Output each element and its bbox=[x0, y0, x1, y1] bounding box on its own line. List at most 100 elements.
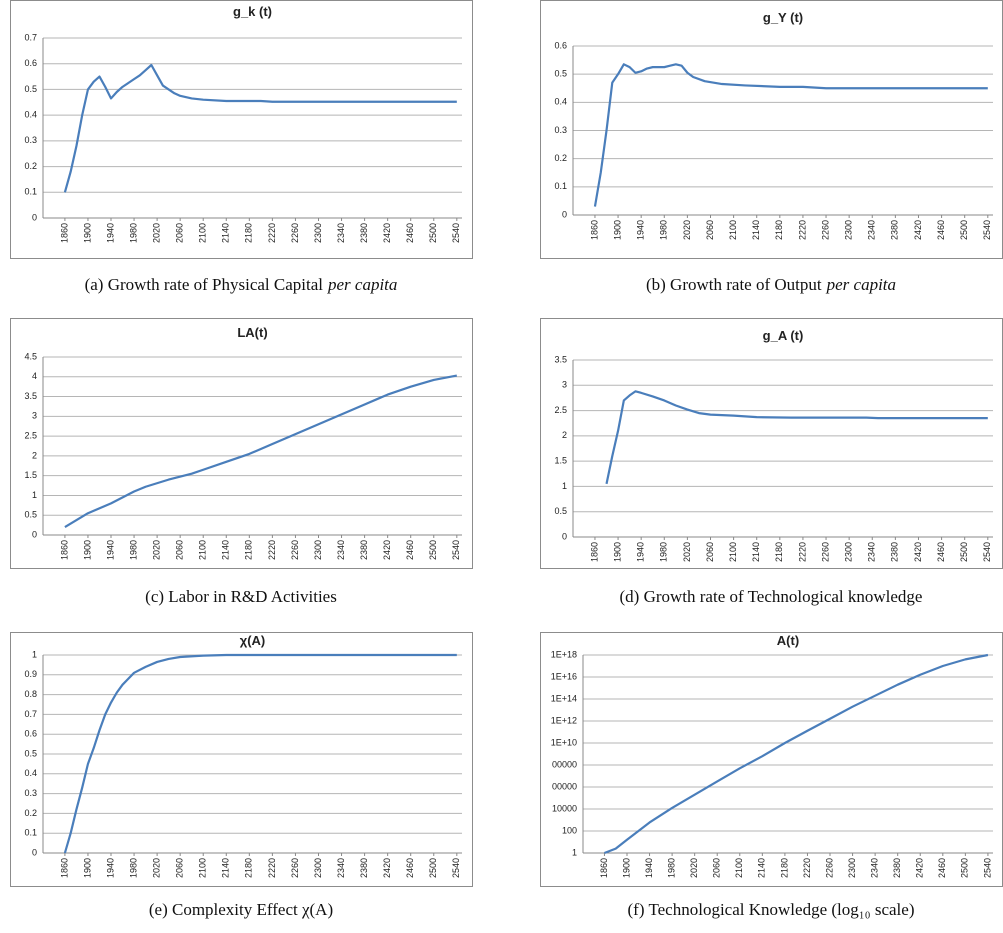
caption-italic: per capita bbox=[826, 275, 896, 294]
x-tick-label: 2260 bbox=[820, 542, 830, 562]
x-tick-label: 2540 bbox=[451, 858, 461, 878]
x-tick-label: 2500 bbox=[428, 540, 438, 560]
y-tick-label: 0.4 bbox=[24, 110, 37, 120]
x-tick-label: 2340 bbox=[867, 220, 877, 240]
y-tick-label: 00000 bbox=[552, 781, 577, 791]
x-tick-label: 2420 bbox=[913, 220, 923, 240]
y-tick-label: 1 bbox=[32, 490, 37, 500]
x-tick-label: 2380 bbox=[892, 858, 902, 878]
x-tick-label: 2180 bbox=[244, 858, 254, 878]
caption: (f) Technological Knowledge (log₁₀ scale… bbox=[628, 900, 915, 919]
x-tick-label: 2340 bbox=[867, 542, 877, 562]
y-tick-label: 0 bbox=[562, 531, 567, 541]
y-tick-label: 2.5 bbox=[24, 430, 37, 440]
x-tick-label: 2140 bbox=[757, 858, 767, 878]
y-tick-label: 4.5 bbox=[24, 351, 37, 361]
x-tick-label: 2220 bbox=[797, 220, 807, 240]
x-tick-label: 2500 bbox=[959, 220, 969, 240]
x-tick-label: 2100 bbox=[198, 223, 208, 243]
x-tick-label: 1940 bbox=[644, 858, 654, 878]
x-tick-label: 2220 bbox=[802, 858, 812, 878]
x-tick-label: 2100 bbox=[728, 220, 738, 240]
x-tick-label: 2420 bbox=[382, 858, 392, 878]
x-tick-label: 2540 bbox=[451, 223, 461, 243]
x-tick-label: 2220 bbox=[797, 542, 807, 562]
y-tick-label: 0.2 bbox=[24, 161, 37, 171]
x-tick-label: 2180 bbox=[774, 220, 784, 240]
x-tick-label: 1980 bbox=[128, 540, 138, 560]
y-tick-label: 1E+18 bbox=[551, 649, 577, 659]
caption-text: (a) Growth rate of Physical Capital bbox=[85, 275, 324, 294]
y-tick-label: 0 bbox=[32, 212, 37, 222]
x-tick-label: 2260 bbox=[290, 858, 300, 878]
x-tick-label: 1900 bbox=[82, 223, 92, 243]
x-tick-label: 2020 bbox=[151, 540, 161, 560]
y-tick-label: 0.7 bbox=[24, 32, 37, 42]
y-tick-label: 1E+12 bbox=[551, 715, 577, 725]
x-tick-label: 2020 bbox=[151, 858, 161, 878]
x-tick-label: 2460 bbox=[936, 220, 946, 240]
x-tick-label: 2300 bbox=[844, 542, 854, 562]
chart-title: χ(A) bbox=[240, 633, 266, 648]
caption: (c) Labor in R&D Activities bbox=[145, 587, 337, 606]
x-tick-label: 2460 bbox=[405, 223, 415, 243]
x-tick-label: 2540 bbox=[982, 858, 992, 878]
panel-frame bbox=[540, 632, 1003, 887]
x-tick-label: 2460 bbox=[405, 858, 415, 878]
caption-text: (f) Technological Knowledge (log₁₀ scale… bbox=[628, 900, 915, 919]
chart-title: LA(t) bbox=[237, 325, 267, 340]
y-tick-label: 0.7 bbox=[24, 709, 37, 719]
y-tick-label: 0 bbox=[32, 847, 37, 857]
series-line bbox=[593, 63, 988, 207]
panel-frame bbox=[10, 318, 473, 569]
y-tick-label: 0.2 bbox=[554, 153, 567, 163]
x-tick-label: 2220 bbox=[267, 540, 277, 560]
x-tick-label: 2020 bbox=[682, 542, 692, 562]
panel-frame bbox=[540, 0, 1003, 259]
x-tick-label: 2300 bbox=[847, 858, 857, 878]
y-tick-label: 100 bbox=[562, 825, 577, 835]
caption: (a) Growth rate of Physical Capital per c… bbox=[85, 275, 398, 294]
x-tick-label: 2300 bbox=[313, 858, 323, 878]
y-tick-label: 0.5 bbox=[554, 506, 567, 516]
x-tick-label: 2260 bbox=[820, 220, 830, 240]
x-tick-label: 1860 bbox=[59, 858, 69, 878]
y-tick-label: 1.5 bbox=[24, 470, 37, 480]
x-tick-label: 2540 bbox=[982, 220, 992, 240]
y-tick-label: 2 bbox=[32, 450, 37, 460]
x-tick-label: 1900 bbox=[82, 858, 92, 878]
x-tick-label: 1860 bbox=[59, 540, 69, 560]
panel-frame bbox=[540, 318, 1003, 569]
x-tick-label: 2100 bbox=[734, 858, 744, 878]
y-tick-label: 0.2 bbox=[24, 808, 37, 818]
series-line bbox=[605, 390, 988, 485]
x-tick-label: 2500 bbox=[959, 542, 969, 562]
x-tick-label: 2140 bbox=[221, 540, 231, 560]
chart-title: g_k (t) bbox=[233, 4, 272, 19]
x-tick-label: 2420 bbox=[382, 223, 392, 243]
y-tick-label: 0.8 bbox=[24, 689, 37, 699]
x-tick-label: 2020 bbox=[689, 858, 699, 878]
y-tick-label: 0.4 bbox=[24, 768, 37, 778]
x-tick-label: 1940 bbox=[636, 220, 646, 240]
x-tick-label: 1980 bbox=[666, 858, 676, 878]
x-tick-label: 1860 bbox=[589, 542, 599, 562]
x-tick-label: 1900 bbox=[612, 220, 622, 240]
x-tick-label: 2540 bbox=[451, 540, 461, 560]
y-tick-label: 1 bbox=[562, 481, 567, 491]
y-tick-label: 1 bbox=[32, 649, 37, 659]
chart-title: g_Y (t) bbox=[763, 10, 803, 25]
x-tick-label: 2460 bbox=[405, 540, 415, 560]
series-line bbox=[64, 374, 458, 529]
x-tick-label: 1940 bbox=[636, 542, 646, 562]
x-tick-label: 2380 bbox=[890, 542, 900, 562]
x-tick-label: 2180 bbox=[244, 540, 254, 560]
caption: (d) Growth rate of Technological knowled… bbox=[620, 587, 923, 606]
x-tick-label: 2260 bbox=[824, 858, 834, 878]
y-tick-label: 0.9 bbox=[24, 669, 37, 679]
series-line bbox=[604, 653, 989, 855]
y-tick-label: 0.1 bbox=[554, 181, 567, 191]
panel-frame bbox=[10, 632, 473, 887]
y-tick-label: 1E+14 bbox=[551, 693, 577, 703]
x-tick-label: 2100 bbox=[198, 858, 208, 878]
